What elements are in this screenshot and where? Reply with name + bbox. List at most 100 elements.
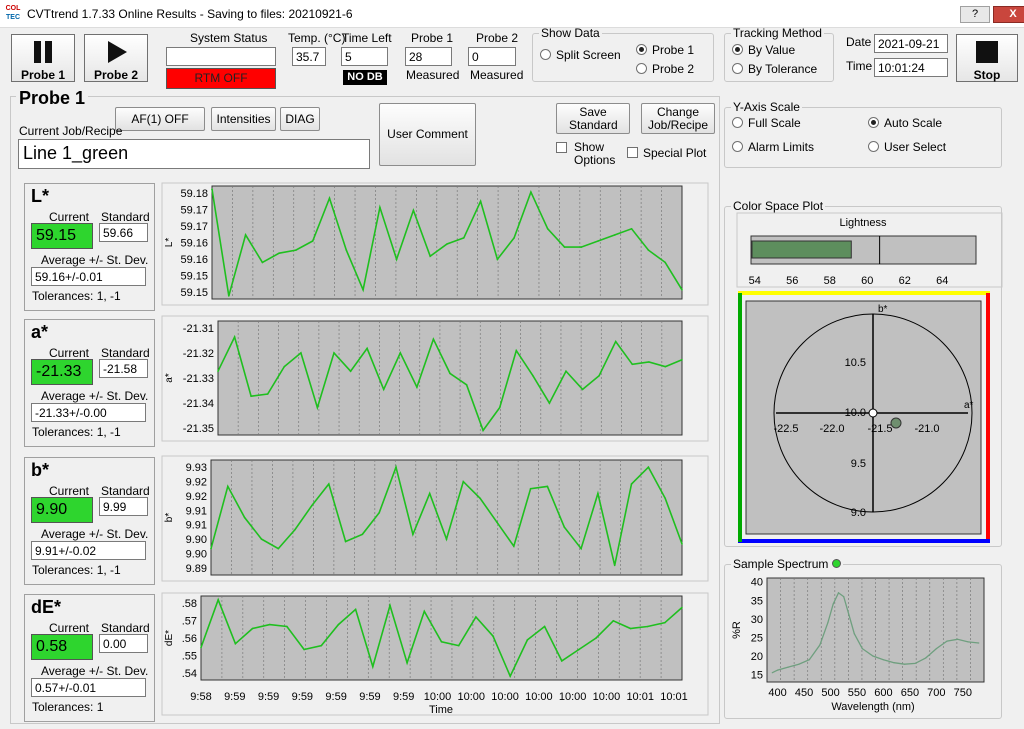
data-point [366,347,368,350]
data-point [311,240,314,242]
data-point [561,660,563,662]
current-label: Current [49,210,90,224]
data-point [228,295,230,297]
spectrum-point [861,648,863,650]
data-point [479,200,482,203]
probe2-measured-label: Measured [470,68,524,82]
diag-button[interactable]: DIAG [280,107,320,131]
data-point [513,545,515,547]
user-select-label: User Select [884,140,947,154]
special-plot-checkbox[interactable]: Special Plot [627,146,706,160]
a-axis-label: a* [964,400,974,411]
data-point [283,365,286,368]
show-probe1-radio[interactable]: Probe 1 [636,43,694,57]
checkbox-icon [627,147,638,158]
a-tick-label: -22.5 [773,423,798,435]
data-point [629,627,632,630]
data-point [630,228,633,230]
pause-icon [34,41,52,63]
data-point [681,543,683,545]
data-point [362,289,364,291]
y-axis-label: dE* [164,630,175,646]
spectrum-point [946,640,948,642]
data-point [446,243,448,245]
data-point [233,336,236,338]
auto-scale-radio[interactable]: Auto Scale [868,116,942,130]
data-point [300,352,302,354]
by-value-radio[interactable]: By Value [732,43,795,57]
standard-field: 9.99 [99,497,148,516]
data-point [526,639,529,641]
data-point [631,363,634,366]
save-standard-label: Save Standard [569,105,618,132]
y-tick-label: 9.90 [186,549,207,561]
probe2-count-field: 0 [468,47,516,66]
by-tolerance-label: By Tolerance [748,62,818,76]
standard-point [868,408,878,418]
show-options-label: Show Options [574,140,616,167]
data-point [482,429,484,432]
data-point [243,516,246,519]
probe2-play-button[interactable]: Probe 2 [84,34,148,82]
data-point [250,395,252,398]
data-point [445,538,448,540]
probe2-button-label: Probe 2 [93,68,138,82]
color-space-plot-legend: Color Space Plot [733,199,824,213]
show-data-legend: Show Data [541,26,600,40]
data-point [277,547,280,550]
data-point [598,374,600,377]
spectrum-y-label: %R [731,621,743,639]
probe-heading: Probe 1 [16,88,89,109]
spectrum-x-tick: 700 [927,687,945,699]
change-job-button[interactable]: Change Job/Recipe [641,103,715,134]
y-tick-label: 59.16 [180,238,208,250]
average-label: Average +/- St. Dev. [41,389,149,403]
spectrum-point [832,603,834,605]
intensities-button[interactable]: Intensities [211,107,276,131]
system-status-field [166,47,276,66]
show-probe2-label: Probe 2 [652,62,695,76]
sample-spectrum-title: Sample Spectrum [733,557,829,571]
show-options-checkbox[interactable] [556,141,572,155]
x-tick-label: 9:59 [292,691,313,703]
spectrum-line [772,591,979,674]
spectrum-x-tick: 600 [874,687,892,699]
data-point [432,338,435,341]
data-point [211,188,213,190]
by-value-label: By Value [748,43,796,57]
spectrum-point [848,614,850,616]
data-point [465,384,468,386]
a-tick-label: -21.0 [914,423,939,435]
average-field: -21.33+/-0.00 [31,403,146,422]
user-select-radio[interactable]: User Select [868,140,946,154]
user-comment-button[interactable]: User Comment [379,103,476,166]
data-point [251,627,254,630]
data-point [580,547,582,550]
data-point [613,564,616,567]
job-field[interactable]: Line 1_green [18,139,370,169]
data-point [563,246,566,248]
close-button[interactable]: X [993,6,1024,23]
split-screen-radio[interactable]: Split Screen [540,48,621,62]
tolerance-label: Tolerances: 1, -1 [32,425,121,439]
probe1-pause-button[interactable]: Probe 1 [11,34,75,82]
data-point [399,352,402,354]
alarm-limits-radio[interactable]: Alarm Limits [732,140,814,154]
af-off-button[interactable]: AF(1) OFF [115,107,205,131]
tolerance-label: Tolerances: 1, -1 [32,563,121,577]
by-tolerance-radio[interactable]: By Tolerance [732,62,817,76]
data-point [328,483,330,485]
x-tick-label: 10:00 [525,691,553,703]
current-label: Current [49,484,90,498]
show-probe2-radio[interactable]: Probe 2 [636,62,694,76]
stop-button[interactable]: Stop [956,34,1018,82]
y-axis-label: L* [164,238,175,248]
help-button[interactable]: ? [960,6,990,23]
radio-icon [868,141,879,152]
average-field: 9.91+/-0.02 [31,541,146,560]
save-standard-button[interactable]: Save Standard [556,103,630,134]
full-scale-radio[interactable]: Full Scale [732,116,801,130]
data-point [580,246,583,248]
sample-point [890,417,902,429]
data-point [395,258,398,261]
